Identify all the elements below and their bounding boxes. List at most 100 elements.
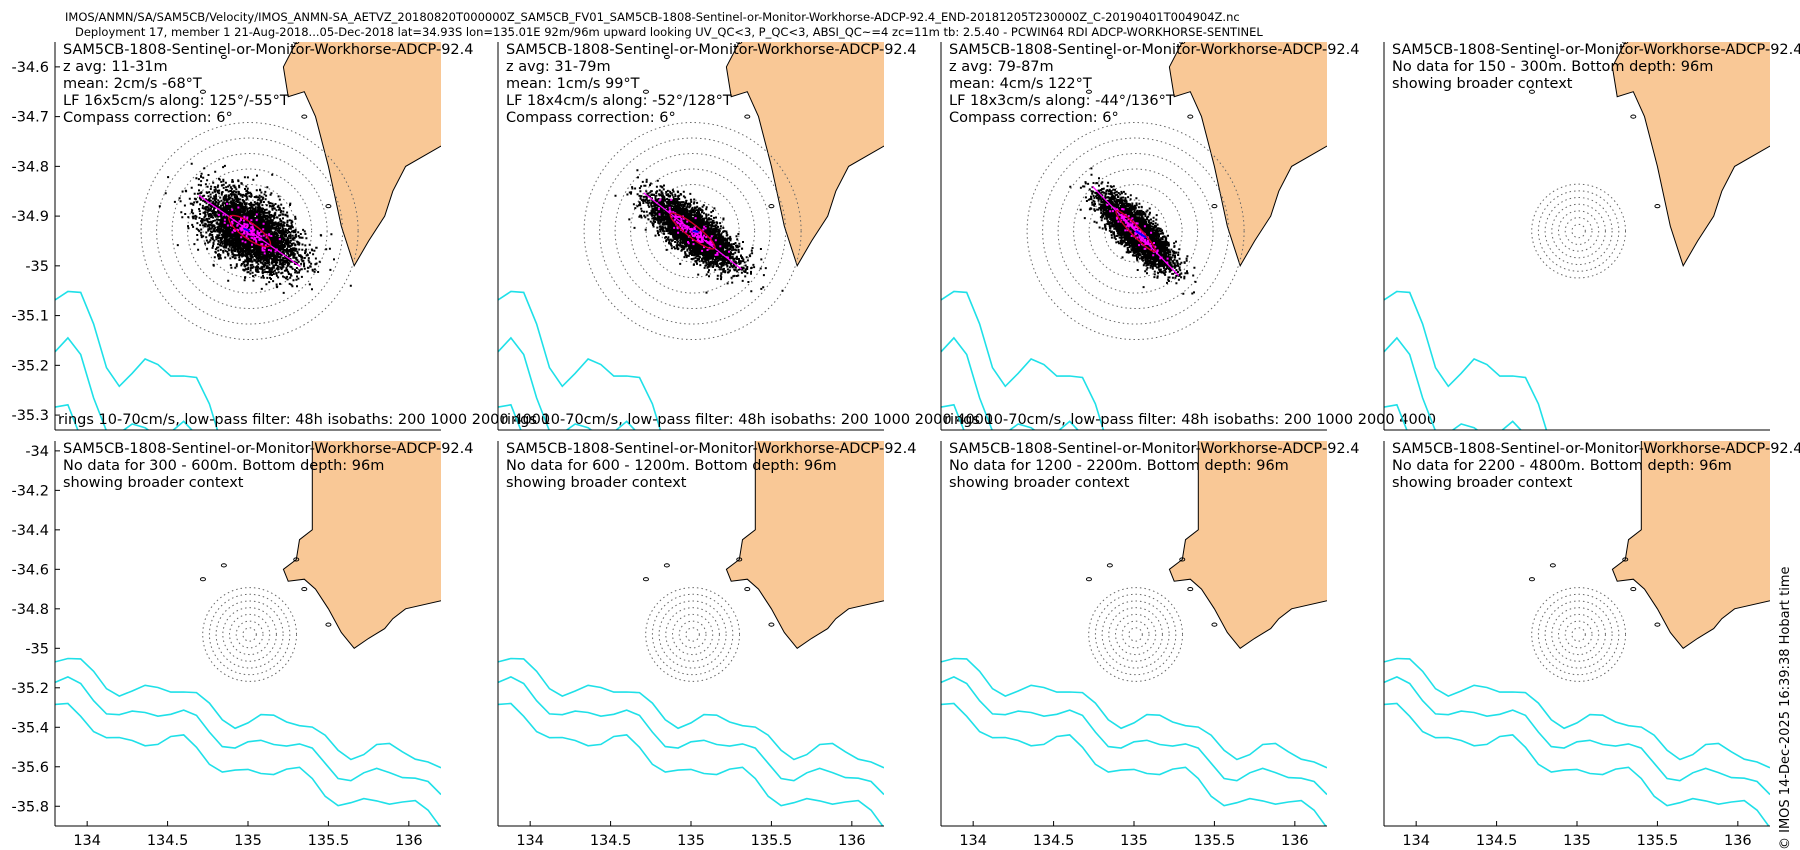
y-tick-label: -34.6 [11, 562, 49, 578]
y-tick-label: -35.3 [11, 408, 49, 424]
panel-info-line: mean: 1cm/s 99°T [506, 76, 640, 92]
island [642, 577, 649, 582]
scatter-points [1069, 167, 1197, 295]
speed-ring [1537, 593, 1620, 676]
island [1211, 622, 1218, 627]
island [301, 114, 308, 119]
speed-ring [242, 627, 257, 642]
panel-instrument-title: SAM5CB-1808-Sentinel-or-Monitor-Workhors… [63, 441, 474, 457]
isobath-line [55, 676, 441, 796]
island [199, 577, 206, 582]
island [1528, 577, 1535, 582]
island [642, 89, 649, 94]
speed-ring [1551, 203, 1606, 259]
scatter-points [158, 162, 352, 294]
panel-info-line: No data for 300 - 600m. Bottom depth: 96… [63, 458, 384, 474]
x-tick-label: 134 [516, 833, 544, 849]
speed-ring [1094, 593, 1177, 676]
island [1549, 54, 1556, 60]
land-mass [282, 441, 441, 649]
scatter-cloud [158, 162, 352, 294]
panel-info-line: No data for 150 - 300m. Bottom depth: 96… [1392, 59, 1713, 75]
speed-ring [1088, 184, 1183, 279]
x-tick-label: 136 [838, 833, 866, 849]
panel-p2: SAM5CB-1808-Sentinel-or-Monitor-Workhors… [497, 42, 993, 431]
panel-p3: SAM5CB-1808-Sentinel-or-Monitor-Workhors… [940, 42, 1436, 431]
y-tick-label: -34 [25, 444, 49, 460]
isobath-line [941, 702, 1327, 826]
speed-ring [156, 137, 344, 325]
panel-info-line: showing broader context [63, 475, 244, 491]
isobath-line [941, 290, 1105, 430]
speed-ring [645, 587, 741, 682]
speed-ring [1115, 613, 1157, 656]
panel-info-line: mean: 2cm/s -68°T [63, 76, 202, 92]
scatter-cloud [1069, 167, 1197, 295]
island [1187, 114, 1194, 119]
island [1654, 622, 1661, 627]
island [736, 557, 743, 562]
speed-ring [1121, 620, 1150, 649]
island [768, 204, 775, 209]
y-tick-label: -35.4 [11, 720, 49, 736]
island [293, 42, 300, 45]
speed-ring [1544, 197, 1613, 266]
isobath-line [55, 702, 441, 826]
speed-ring [685, 627, 700, 642]
island [325, 204, 332, 209]
panel-p8: 134 134.5 135 135.5 136 SAM5CB-1808-Sentinel-… [1383, 441, 1800, 849]
panel-footer-note: rings 10-70cm/s, low-pass filter: 48h is… [944, 412, 1436, 428]
island [220, 563, 227, 568]
panel-info-line: showing broader context [1392, 76, 1573, 92]
x-tick-label: 135.5 [751, 833, 793, 849]
x-tick-label: 136 [395, 833, 423, 849]
y-tick-label: -35 [25, 641, 49, 657]
isobath-line [941, 676, 1327, 796]
panel-p1: -34.6 -34.7 -34.8 -34.9 -35 -35.1 -35.2 -35.3 SA… [11, 42, 550, 431]
y-tick-label: -34.7 [11, 110, 49, 126]
speed-ring [665, 607, 720, 662]
speed-ring [1537, 190, 1620, 272]
x-tick-label: 136 [1724, 833, 1752, 849]
speed-ring [645, 184, 740, 279]
x-tick-label: 135 [1120, 833, 1148, 849]
figure-title: IMOS/ANMN/SA/SAM5CB/Velocity/IMOS_ANMN-S… [65, 10, 1240, 24]
x-tick-label: 135 [234, 833, 262, 849]
speed-ring [1057, 153, 1214, 310]
speed-ring [208, 593, 291, 676]
speed-ring [1088, 587, 1184, 682]
x-tick-label: 135.5 [1194, 833, 1236, 849]
panel-instrument-title: SAM5CB-1808-Sentinel-or-Monitor-Workhors… [506, 42, 917, 58]
speed-ring [1108, 607, 1163, 662]
panel-p5: -34 -34.2 -34.4 -34.6 -34.8 -35 -35.2 -35.4 -35.… [11, 441, 474, 849]
isobath-line [55, 657, 441, 769]
x-tick-label: 134.5 [1476, 833, 1518, 849]
y-tick-label: -35.2 [11, 358, 49, 374]
speed-ring [1571, 627, 1586, 642]
speed-ring [1571, 223, 1586, 239]
x-tick-label: 134.5 [1033, 833, 1075, 849]
y-tick-label: -34.8 [11, 159, 49, 175]
island [199, 89, 206, 94]
island [1622, 557, 1629, 562]
land-mass [1168, 42, 1327, 268]
speed-ring [1564, 217, 1593, 245]
y-tick-label: -34.4 [11, 523, 49, 539]
panel-p7: 134 134.5 135 135.5 136 SAM5CB-1808-Sentinel-… [940, 441, 1360, 849]
panel-info-line: No data for 2200 - 4800m. Bottom depth: … [1392, 458, 1732, 474]
variance-ellipse [1115, 209, 1156, 253]
x-tick-label: 134.5 [590, 833, 632, 849]
x-tick-label: 135 [677, 833, 705, 849]
island [1179, 557, 1186, 562]
panel-info-line: showing broader context [1392, 475, 1573, 491]
island [325, 622, 332, 627]
y-tick-label: -34.8 [11, 602, 49, 618]
speed-ring [187, 168, 313, 294]
panel-info-line: Compass correction: 6° [949, 110, 1119, 126]
land-mass [1611, 42, 1770, 268]
mean-vector [243, 227, 250, 232]
speed-ring [1026, 122, 1245, 341]
island [663, 54, 670, 60]
isobath-line [498, 290, 662, 430]
